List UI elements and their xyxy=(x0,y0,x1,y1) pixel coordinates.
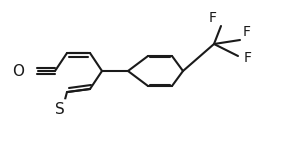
Text: F: F xyxy=(244,51,252,65)
Text: F: F xyxy=(243,25,251,39)
Text: O: O xyxy=(12,64,24,80)
Text: S: S xyxy=(55,102,65,117)
Text: F: F xyxy=(209,11,217,25)
